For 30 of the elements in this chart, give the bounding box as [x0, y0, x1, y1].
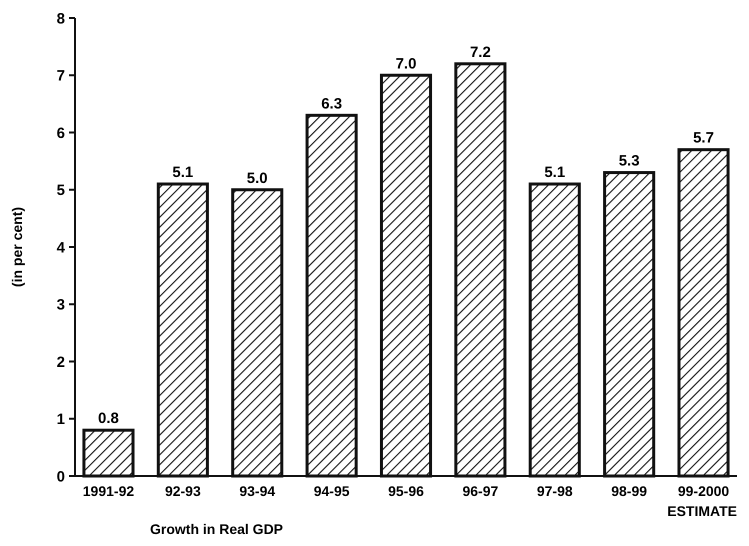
y-tick-label: 1 — [56, 411, 65, 428]
y-tick-label: 5 — [56, 182, 65, 199]
y-tick-label: 6 — [56, 124, 65, 142]
data-label: 7.0 — [396, 55, 416, 72]
y-tick-label: 7 — [56, 68, 65, 84]
x-tick-label: 1991-92 — [82, 483, 134, 499]
data-label: 5.7 — [693, 130, 714, 147]
x-tick-label: 93-94 — [239, 483, 276, 499]
text: ESTIMATE — [667, 503, 737, 519]
y-tick-label: 3 — [56, 296, 65, 314]
data-label: 7.2 — [470, 44, 491, 61]
data-label: 0.8 — [98, 410, 119, 428]
data-label: 5.0 — [246, 170, 268, 187]
y-tick-label: 8 — [56, 10, 65, 28]
x-tick-label: 92-93 — [164, 483, 201, 499]
data-label: 5.3 — [618, 152, 640, 170]
x-tick-label: 96-97 — [462, 483, 498, 499]
x-tick-label: 97-98 — [536, 483, 573, 499]
y-tick-label: 0 — [56, 468, 65, 486]
x-tick-label: 98-99 — [611, 483, 648, 499]
data-label: 6.3 — [321, 95, 342, 112]
x-tick-label: 94-95 — [314, 483, 350, 499]
y-tick-label: 2 — [56, 354, 65, 371]
x-axis-title: Growth in Real GDP — [150, 521, 284, 537]
x-tick-label: 95-96 — [388, 483, 424, 499]
data-label: 5.1 — [544, 164, 566, 182]
y-axis-title: (in per cent) — [9, 206, 25, 288]
data-label: 5.1 — [172, 164, 194, 182]
y-tick-label: 4 — [56, 239, 66, 256]
x-tick-label: 99-2000 — [678, 483, 730, 499]
